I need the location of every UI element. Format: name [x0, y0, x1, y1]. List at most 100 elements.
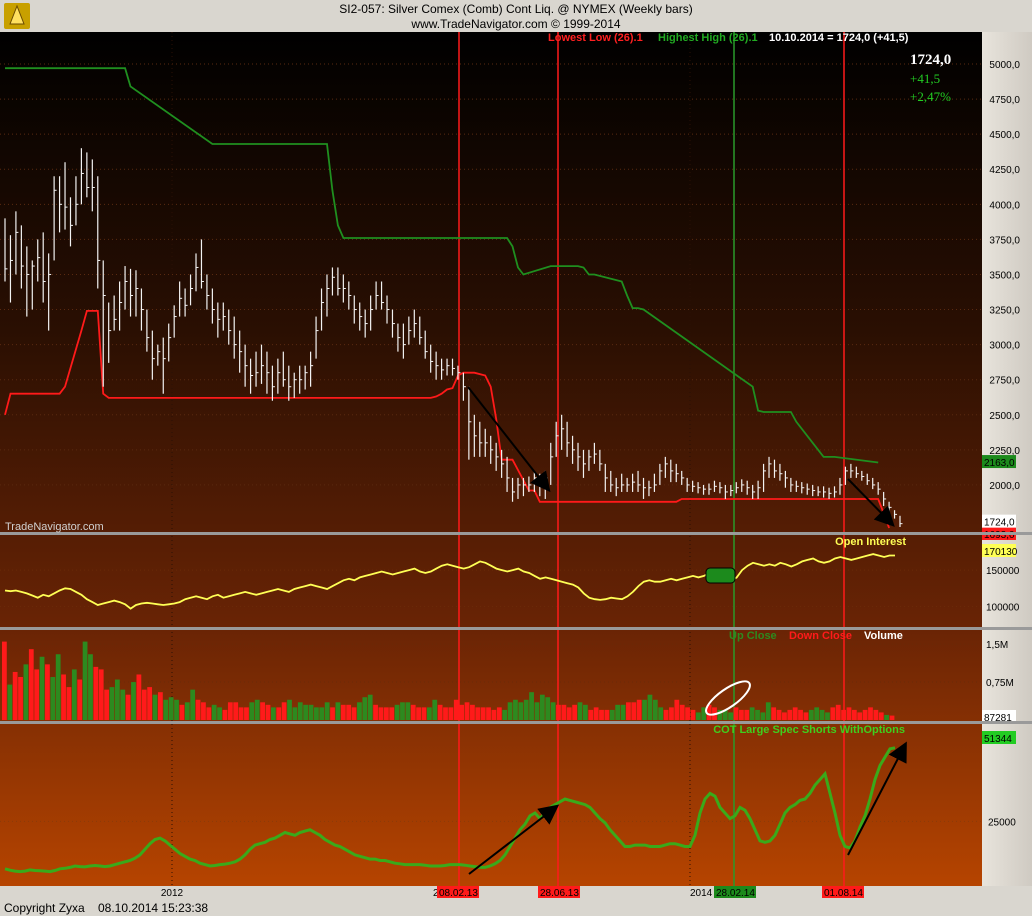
volume-bar — [206, 707, 212, 720]
vol-tick-label: 1,5M — [986, 640, 1008, 651]
date-label-bg — [437, 886, 479, 898]
volume-bar — [227, 702, 233, 720]
volume-bar — [615, 704, 621, 720]
vol-last-marker-bg — [982, 710, 1016, 723]
panel-separator[interactable] — [0, 721, 1032, 724]
price-tick-label: 4500,0 — [989, 130, 1020, 141]
volume-bar — [561, 704, 567, 720]
volume-bar — [45, 664, 50, 720]
volume-bar — [539, 694, 545, 720]
volume-bar — [367, 694, 373, 720]
volume-bar — [792, 707, 798, 720]
volume-bar — [125, 694, 131, 720]
volume-bar — [566, 707, 572, 720]
volume-bar — [825, 712, 830, 720]
volume-bar — [851, 709, 857, 720]
lowest-low-line — [4, 310, 890, 529]
up-trend-arrow[interactable] — [847, 741, 907, 856]
annotations[interactable] — [467, 386, 907, 875]
volume-bar — [652, 699, 658, 720]
volume-bar — [609, 709, 615, 720]
volume-bar — [523, 699, 529, 720]
volume-bar — [620, 704, 626, 720]
volume-bar — [545, 697, 551, 720]
volume-bar — [749, 707, 755, 720]
vol-title: Volume — [864, 630, 903, 642]
volume-bar — [303, 704, 309, 720]
volume-bar — [66, 687, 72, 720]
volume-bar — [222, 709, 228, 720]
vol-legend-down: Down Close — [789, 630, 852, 642]
header-bar — [0, 0, 1032, 32]
volume-bar — [846, 707, 852, 720]
cot-tick-label: 25000 — [988, 817, 1016, 828]
down-trend-arrow[interactable] — [847, 478, 895, 527]
price-tick-label: 5000,0 — [989, 60, 1020, 71]
volume-bar — [717, 709, 723, 720]
volume-bar — [631, 702, 637, 720]
volume-bar — [39, 656, 45, 720]
year-label: 2014 — [690, 888, 713, 899]
volume-bar — [163, 699, 169, 720]
panel-separator[interactable] — [0, 532, 1032, 535]
volume-bar — [260, 702, 265, 720]
up-trend-arrow[interactable] — [468, 804, 560, 875]
volume-bar — [884, 714, 890, 720]
volume-bar — [776, 709, 782, 720]
volume-bar — [588, 709, 594, 720]
volume-bar — [141, 689, 147, 720]
volume-bar — [878, 712, 884, 720]
date-label: 28.02.14 — [716, 888, 755, 899]
volume-bar — [12, 671, 18, 720]
volume-bar — [346, 704, 352, 720]
volume-bar — [109, 687, 115, 720]
panel-separator[interactable] — [0, 627, 1032, 630]
down-trend-arrow[interactable] — [467, 386, 551, 493]
volume-bar — [889, 715, 895, 720]
volume-bar — [502, 709, 508, 720]
volume-bar — [470, 704, 475, 720]
watermark: TradeNavigator.com — [5, 521, 104, 533]
volume-bar — [7, 684, 13, 720]
price-tick-label: 3750,0 — [989, 235, 1020, 246]
volume-bar — [604, 709, 610, 720]
legend-lowest-low: Lowest Low (26).1 — [548, 32, 643, 44]
volume-bar — [18, 677, 23, 720]
price-tick-label: 2750,0 — [989, 376, 1020, 387]
date-label: 28.06.13 — [540, 888, 579, 899]
price-tick-label: 4000,0 — [989, 200, 1020, 211]
volume-bar — [249, 702, 255, 720]
volume-bar — [61, 674, 66, 720]
volume-bar — [572, 704, 578, 720]
volume-bar — [658, 707, 664, 720]
highest-high-marker: 2163,0 — [984, 458, 1015, 469]
volume-bar — [357, 702, 362, 720]
volume-bar — [593, 707, 599, 720]
volume-bar — [647, 694, 653, 720]
quote-change: +41,5 — [910, 71, 940, 86]
volume-bar — [324, 702, 330, 720]
volume-bar — [491, 709, 497, 720]
volume-bar — [496, 707, 502, 720]
cot-last-marker: 51344 — [984, 734, 1012, 745]
volume-bar — [862, 709, 868, 720]
vol-tick-label: 0,75M — [986, 678, 1014, 689]
volume-bar — [835, 704, 841, 720]
green-box-highlight[interactable] — [705, 567, 736, 584]
volume-bar — [201, 702, 206, 720]
volume-bar — [308, 704, 314, 720]
volume-bar — [394, 704, 400, 720]
open-interest-line — [4, 553, 895, 610]
date-label: 08.02.13 — [439, 888, 478, 899]
volume-bar — [636, 699, 642, 720]
oval-highlight[interactable] — [702, 676, 755, 721]
oi-tick-label: 150000 — [986, 566, 1020, 577]
volume-bar — [814, 707, 820, 720]
volume-bar — [184, 702, 190, 720]
volume-bar — [34, 669, 40, 720]
volume-bar — [782, 712, 787, 720]
quote-price: 1724,0 — [910, 52, 951, 68]
volume-bar — [582, 704, 588, 720]
chart-subtitle: www.TradeNavigator.com © 1999-2014 — [410, 17, 620, 31]
